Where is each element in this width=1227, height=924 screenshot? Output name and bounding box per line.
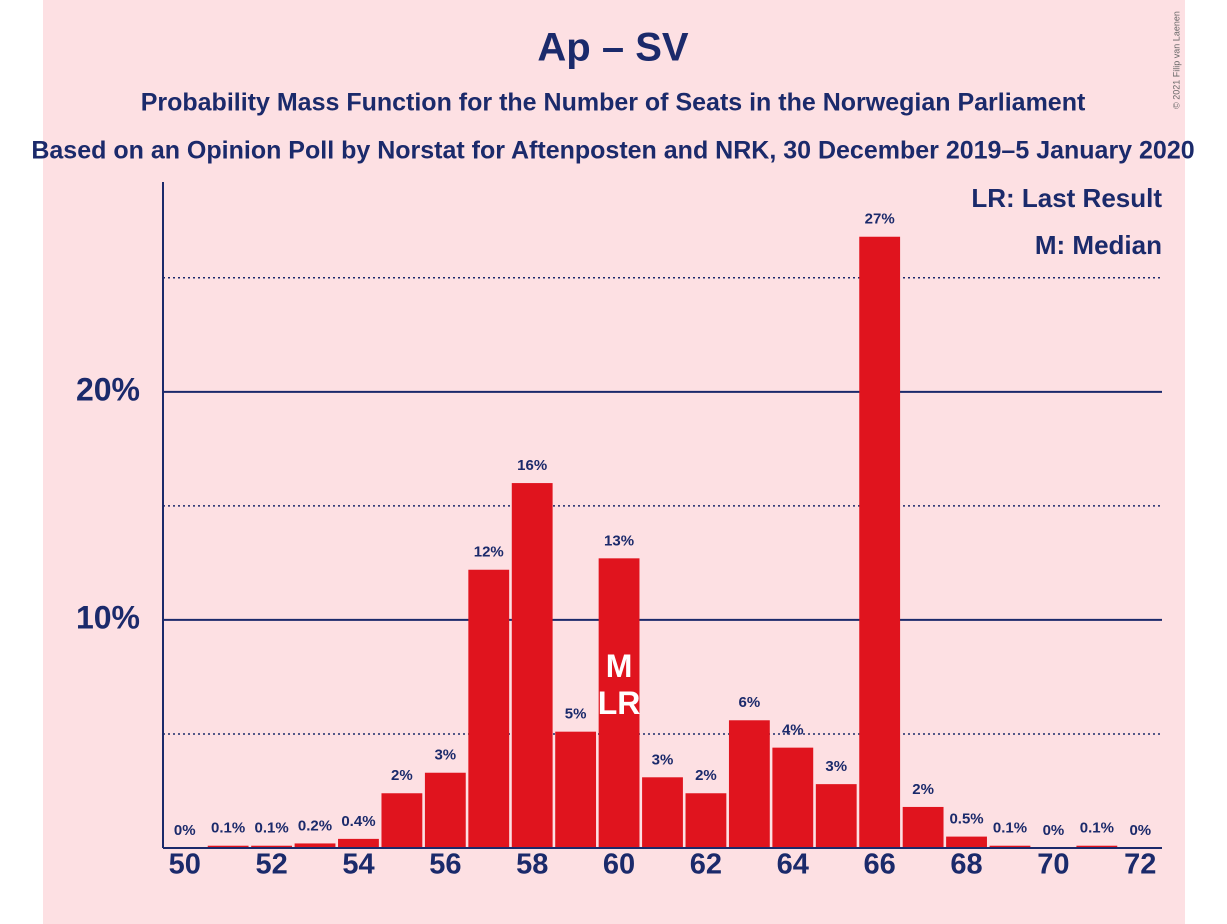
data-label: 27% <box>865 211 895 228</box>
data-label: 0.2% <box>298 817 332 834</box>
x-tick-label: 62 <box>690 849 722 881</box>
data-label: 0.1% <box>211 820 245 837</box>
x-tick-label: 56 <box>429 849 461 881</box>
data-label: 3% <box>434 747 456 764</box>
legend-entry: LR: Last Result <box>971 183 1162 213</box>
data-label: 0.1% <box>993 820 1027 837</box>
data-label: 0.5% <box>949 811 983 828</box>
x-tick-label: 50 <box>169 849 201 881</box>
data-label: 0% <box>174 822 196 839</box>
chart-title: Ap – SV <box>537 26 688 70</box>
y-tick-label: 20% <box>76 371 140 407</box>
x-tick-label: 64 <box>777 849 809 881</box>
legend-entry: M: Median <box>1035 230 1162 260</box>
data-label: 0.1% <box>254 820 288 837</box>
x-tick-label: 54 <box>342 849 374 881</box>
bar <box>815 784 857 848</box>
y-tick-label: 10% <box>76 599 140 635</box>
bar <box>685 793 727 848</box>
annotation: M <box>606 648 633 684</box>
chart-subtitle: Based on an Opinion Poll by Norstat for … <box>31 137 1194 165</box>
bar <box>294 843 336 848</box>
bar <box>468 569 510 848</box>
bar <box>424 772 466 848</box>
data-label: 13% <box>604 532 634 549</box>
bar <box>555 731 597 848</box>
x-tick-label: 52 <box>255 849 287 881</box>
bar <box>946 836 987 848</box>
data-label: 2% <box>912 781 934 798</box>
x-tick-label: 58 <box>516 849 548 881</box>
bar <box>251 845 293 848</box>
bar <box>728 720 770 848</box>
data-label: 6% <box>739 694 761 711</box>
data-label: 5% <box>565 706 587 723</box>
chart-subtitle: Probability Mass Function for the Number… <box>141 89 1086 117</box>
bar <box>207 845 249 848</box>
data-label: 4% <box>782 722 804 739</box>
data-label: 0.1% <box>1080 820 1114 837</box>
bar <box>338 838 379 848</box>
x-tick-label: 66 <box>864 849 896 881</box>
data-label: 2% <box>391 767 413 784</box>
bar <box>1076 845 1118 848</box>
bar <box>642 777 683 848</box>
bar <box>598 558 640 848</box>
x-tick-label: 60 <box>603 849 635 881</box>
data-label: 0.4% <box>341 813 375 830</box>
x-tick-label: 68 <box>950 849 982 881</box>
annotation: LR <box>598 685 641 721</box>
bar <box>511 483 553 848</box>
data-label: 2% <box>695 767 717 784</box>
data-label: 16% <box>517 457 547 474</box>
data-label: 3% <box>825 758 847 775</box>
x-tick-label: 70 <box>1037 849 1069 881</box>
data-label: 3% <box>652 751 674 768</box>
bar <box>902 806 944 848</box>
bar <box>381 793 423 848</box>
bar <box>989 845 1031 848</box>
data-label: 0% <box>1043 822 1065 839</box>
data-label: 0% <box>1129 822 1151 839</box>
x-tick-label: 72 <box>1124 849 1156 881</box>
copyright: © 2021 Filip van Laenen <box>1171 11 1181 109</box>
bar <box>772 747 814 848</box>
bar <box>859 236 901 848</box>
data-label: 12% <box>474 544 504 561</box>
